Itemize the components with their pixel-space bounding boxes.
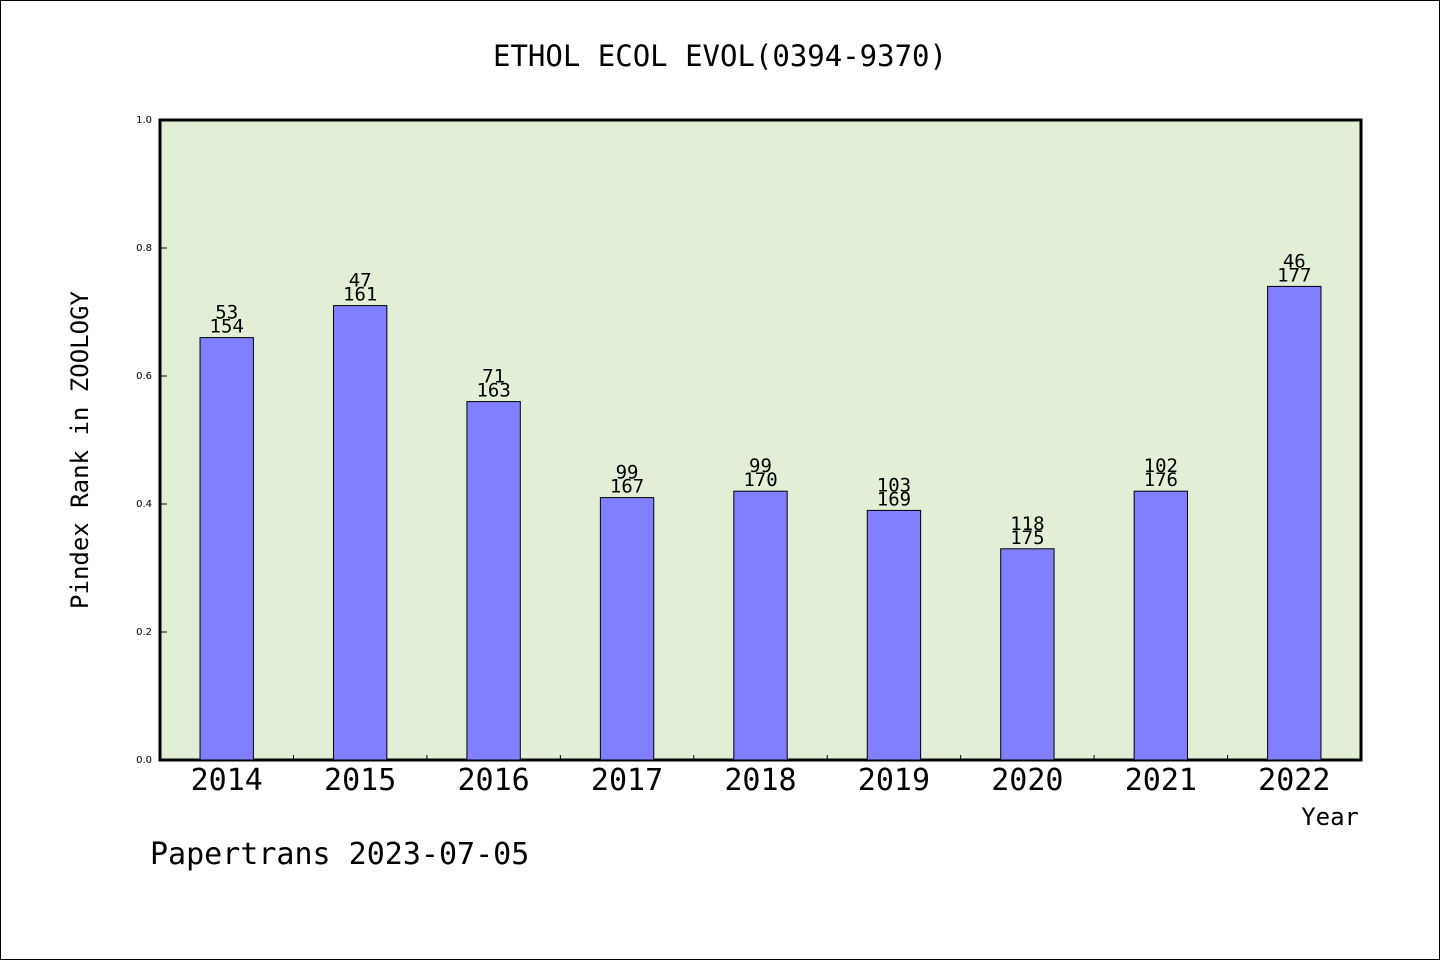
x-tick-label: 2021 xyxy=(1125,763,1197,798)
y-axis: 0.0 0.2 0.4 0.6 0.8 1.0 xyxy=(136,115,167,766)
bar-rank-label: 102 xyxy=(1144,455,1178,477)
bar-total-label: 163 xyxy=(476,380,510,402)
x-tick-label: 2015 xyxy=(324,763,396,798)
y-tick-label: 0.2 xyxy=(136,627,152,638)
x-tick-label: 2016 xyxy=(457,763,529,798)
bar xyxy=(866,509,922,761)
chart-title: ETHOL ECOL EVOL(0394-9370) xyxy=(493,39,947,73)
x-tick-label: 2019 xyxy=(858,763,930,798)
bar-total-label: 176 xyxy=(1144,469,1178,491)
bar-rank-label: 103 xyxy=(877,474,911,496)
y-tick-label: 0.4 xyxy=(136,499,152,510)
bar-total-label: 170 xyxy=(743,469,777,491)
y-tick-label: 1.0 xyxy=(136,115,152,126)
bar-rank-label: 53 xyxy=(215,302,238,324)
x-axis: 2014 2015 2016 2017 2018 2019 2020 2021 2022 xyxy=(191,755,1330,798)
bar-rank-label: 47 xyxy=(349,270,372,292)
bar xyxy=(1267,285,1322,761)
bar xyxy=(199,337,254,761)
bar xyxy=(332,305,388,761)
bar xyxy=(733,490,788,761)
x-tick-label: 2018 xyxy=(724,763,796,798)
x-tick-label: 2020 xyxy=(991,763,1063,798)
bar-rank-label: 99 xyxy=(749,455,772,477)
bar xyxy=(1133,490,1189,761)
y-tick-label: 0.0 xyxy=(136,755,152,766)
y-tick-label: 0.6 xyxy=(136,371,152,382)
y-tick-label: 0.8 xyxy=(136,243,152,254)
bar-total-label: 154 xyxy=(210,316,244,338)
bar-total-label: 167 xyxy=(610,476,644,498)
bar-rank-label: 99 xyxy=(616,462,639,484)
bar-total-label: 177 xyxy=(1277,264,1311,286)
bar-total-label: 161 xyxy=(343,284,377,306)
footer-text: Papertrans 2023-07-05 xyxy=(150,837,529,872)
x-tick-label: 2022 xyxy=(1258,763,1330,798)
x-axis-label: Year xyxy=(1301,803,1359,831)
bar xyxy=(599,497,655,761)
bar-rank-label: 71 xyxy=(482,366,505,388)
bar-rank-label: 118 xyxy=(1010,513,1044,535)
x-tick-label: 2014 xyxy=(191,763,263,798)
bar xyxy=(466,401,521,761)
y-axis-label: Pindex Rank in ZOOLOGY xyxy=(66,291,94,609)
x-tick-label: 2017 xyxy=(591,763,663,798)
bar xyxy=(1000,548,1055,761)
bar-total-label: 169 xyxy=(877,488,911,510)
bar-rank-label: 46 xyxy=(1283,250,1306,272)
bar-total-label: 175 xyxy=(1010,527,1044,549)
